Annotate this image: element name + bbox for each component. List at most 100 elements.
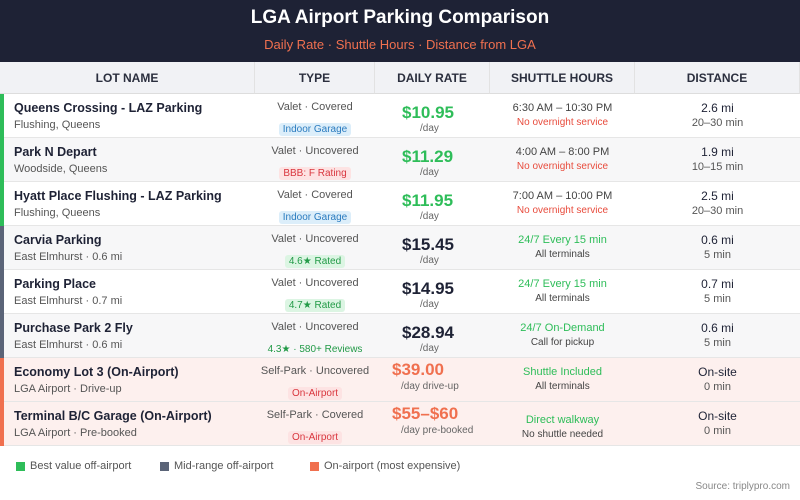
- badge: On-Airport: [287, 431, 343, 444]
- title: LGA Airport Parking Comparison: [250, 7, 550, 28]
- shuttle-hours: 24/7 On-Demand: [520, 322, 605, 334]
- travel-time: 5 min: [704, 293, 731, 305]
- group-bar: [0, 182, 4, 226]
- group-bar: [0, 94, 4, 138]
- lot-type: Self-Park · Covered: [266, 409, 364, 421]
- lot-location: East Elmhurst · 0.7 mi: [14, 295, 123, 307]
- group-bar: [0, 270, 4, 314]
- subtitle: Daily Rate · Shuttle Hours · Distance fr…: [264, 37, 536, 52]
- table-row: Hyatt Place Flushing - LAZ Parking Flushi…: [0, 182, 800, 226]
- shuttle-note: Call for pickup: [530, 337, 595, 348]
- legend-swatch: [16, 462, 25, 471]
- table-row: Economy Lot 3 (On-Airport) LGA Airport · …: [0, 358, 800, 402]
- table-row: Purchase Park 2 Fly East Elmhurst · 0.6 m…: [0, 314, 800, 358]
- badge-wrap: Indoor Garage: [255, 207, 375, 225]
- table-row: Queens Crossing - LAZ Parking Flushing, Q…: [0, 94, 800, 138]
- distance: 2.5 mi: [701, 189, 734, 203]
- travel-time: 20–30 min: [691, 205, 744, 217]
- legend-label: On-airport (most expensive): [324, 460, 461, 472]
- lot-location: LGA Airport · Pre-booked: [14, 427, 137, 439]
- badge: Indoor Garage: [278, 211, 352, 224]
- rate-unit: /day pre-booked: [401, 425, 474, 436]
- badge: Indoor Garage: [278, 123, 352, 136]
- rate-unit: /day: [420, 167, 439, 178]
- shuttle-note: All terminals: [535, 381, 590, 392]
- lot-location: East Elmhurst · 0.6 mi: [14, 251, 123, 263]
- daily-rate: $11.95: [402, 191, 454, 210]
- table-row: Terminal B/C Garage (On-Airport) LGA Airp…: [0, 402, 800, 446]
- legend-swatch: [160, 462, 169, 471]
- badge-wrap: 4.7★ Rated: [255, 295, 375, 313]
- shuttle-hours: Shuttle Included: [523, 366, 602, 378]
- column-header: TYPE: [255, 62, 375, 94]
- badge: BBB: F Rating: [279, 167, 351, 180]
- shuttle-hours: 7:00 AM – 10:00 PM: [512, 190, 613, 202]
- badge-wrap: 4.3★ · 580+ Reviews: [255, 339, 375, 357]
- table-row: Park N Depart Woodside, Queens Valet · Unc…: [0, 138, 800, 182]
- badge-wrap: Indoor Garage: [255, 119, 375, 137]
- group-bar: [0, 226, 4, 270]
- lot-name: Parking Place: [14, 277, 96, 291]
- shuttle-note: All terminals: [535, 249, 590, 260]
- rate-unit: /day drive-up: [401, 381, 459, 392]
- shuttle-hours: 4:00 AM – 8:00 PM: [515, 146, 610, 158]
- daily-rate: $10.95: [402, 103, 454, 122]
- column-header: DAILY RATE: [375, 62, 490, 94]
- distance: 0.7 mi: [701, 277, 734, 291]
- lot-type: Valet · Uncovered: [271, 277, 359, 289]
- lot-location: Woodside, Queens: [14, 163, 108, 175]
- shuttle-hours: 6:30 AM – 10:30 PM: [512, 102, 613, 114]
- shuttle-note: All terminals: [535, 293, 590, 304]
- travel-time: 10–15 min: [691, 161, 744, 173]
- daily-rate: $39.00: [392, 360, 444, 379]
- rate-unit: /day: [420, 211, 439, 222]
- shuttle-note: No overnight service: [516, 117, 609, 128]
- distance: On-site: [698, 365, 737, 379]
- lot-type: Valet · Covered: [277, 101, 353, 113]
- lot-location: East Elmhurst · 0.6 mi: [14, 339, 123, 351]
- lot-location: LGA Airport · Drive-up: [14, 383, 122, 395]
- rate-unit: /day: [420, 343, 439, 354]
- daily-rate: $14.95: [402, 279, 454, 298]
- lot-name: Economy Lot 3 (On-Airport): [14, 365, 179, 379]
- group-bar: [0, 358, 4, 402]
- legend-label: Best value off-airport: [30, 460, 132, 472]
- badge-wrap: 4.6★ Rated: [255, 251, 375, 269]
- shuttle-hours: 24/7 Every 15 min: [518, 278, 607, 290]
- badge-wrap: On-Airport: [255, 427, 375, 445]
- lot-name: Carvia Parking: [14, 233, 102, 247]
- rate-unit: /day: [420, 255, 439, 266]
- daily-rate: $55–$60: [392, 404, 459, 423]
- daily-rate: $28.94: [402, 323, 454, 342]
- lot-type: Valet · Uncovered: [271, 233, 359, 245]
- group-bar: [0, 138, 4, 182]
- group-bar: [0, 402, 4, 446]
- column-header: DISTANCE: [635, 62, 800, 94]
- daily-rate: $15.45: [402, 235, 454, 254]
- lot-name: Purchase Park 2 Fly: [14, 321, 133, 335]
- travel-time: 5 min: [704, 337, 731, 349]
- legend-label: Mid-range off-airport: [174, 460, 274, 472]
- distance: 0.6 mi: [701, 233, 734, 247]
- column-header: LOT NAME: [0, 62, 255, 94]
- lot-location: Flushing, Queens: [14, 207, 101, 219]
- badge: On-Airport: [287, 387, 343, 400]
- distance: 2.6 mi: [701, 101, 734, 115]
- lot-name: Terminal B/C Garage (On-Airport): [14, 409, 212, 423]
- distance: 0.6 mi: [701, 321, 734, 335]
- badge-wrap: On-Airport: [255, 383, 375, 401]
- lot-name: Hyatt Place Flushing - LAZ Parking: [14, 189, 222, 203]
- lot-location: Flushing, Queens: [14, 119, 101, 131]
- table-row: Carvia Parking East Elmhurst · 0.6 mi Vale…: [0, 226, 800, 270]
- lot-name: Queens Crossing - LAZ Parking: [14, 101, 203, 115]
- shuttle-note: No shuttle needed: [521, 429, 604, 440]
- travel-time: 0 min: [704, 425, 731, 437]
- shuttle-note: No overnight service: [516, 205, 609, 216]
- travel-time: 5 min: [704, 249, 731, 261]
- travel-time: 20–30 min: [691, 117, 744, 129]
- shuttle-note: No overnight service: [516, 161, 609, 172]
- shuttle-hours: 24/7 Every 15 min: [518, 234, 607, 246]
- badge-wrap: BBB: F Rating: [255, 163, 375, 181]
- rate-unit: /day: [420, 123, 439, 134]
